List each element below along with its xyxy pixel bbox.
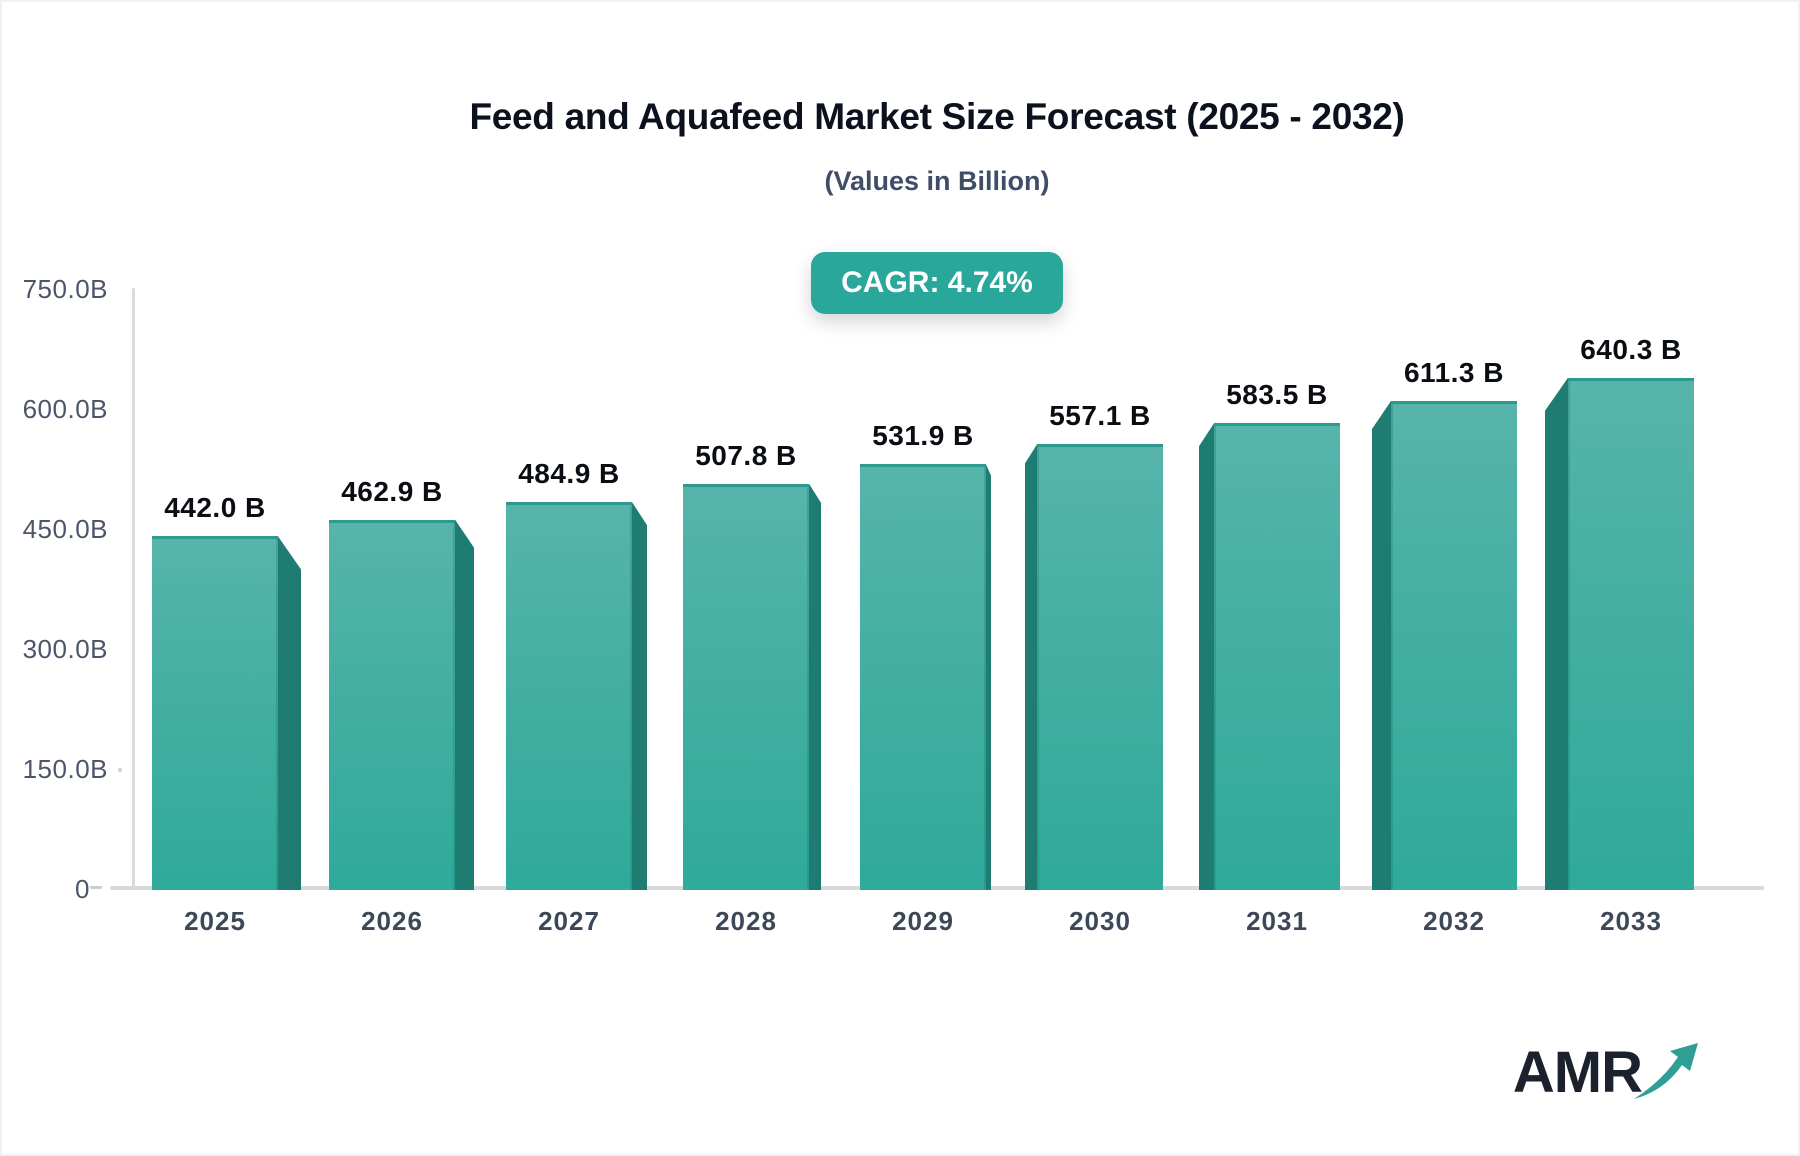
x-axis-tick-label: 2026 <box>361 906 423 936</box>
bar-value-label: 442.0 B <box>164 492 266 524</box>
bar-side-face <box>1199 423 1214 890</box>
x-axis-tick-label: 2031 <box>1246 906 1308 936</box>
bar <box>1391 400 1517 890</box>
chart-title: Feed and Aquafeed Market Size Forecast (… <box>469 96 1405 137</box>
bar <box>860 464 986 890</box>
bar-side-face <box>986 464 991 890</box>
y-axis-line <box>132 288 135 890</box>
y-axis-tick-label: 150.0B <box>22 754 108 784</box>
brand-logo-text: AMR <box>1512 1040 1643 1105</box>
x-axis-tick-label: 2027 <box>538 906 600 936</box>
x-axis-tick-label: 2025 <box>184 906 246 936</box>
bar <box>683 483 809 890</box>
x-axis-tick-label: 2028 <box>715 906 777 936</box>
bar <box>1037 444 1163 890</box>
chart-subtitle: (Values in Billion) <box>824 166 1050 196</box>
bar-value-label: 531.9 B <box>872 420 974 452</box>
bar-side-face <box>632 502 647 890</box>
cagr-badge: CAGR: 4.74% <box>811 252 1063 314</box>
bar <box>329 519 455 890</box>
bar-side-face <box>278 536 301 890</box>
x-axis-tick-label: 2029 <box>892 906 954 936</box>
y-axis-tick-label: 600.0B <box>22 394 108 424</box>
bar-value-label: 640.3 B <box>1580 333 1682 365</box>
bar-side-face <box>809 483 821 890</box>
bar-value-label: 557.1 B <box>1049 400 1151 432</box>
bar-side-face <box>1545 377 1568 890</box>
bar-side-face <box>1025 444 1037 890</box>
cagr-badge-row: CAGR: 4.74% <box>112 252 1762 314</box>
y-axis-tick-label: 0 <box>75 874 90 904</box>
x-axis-tick-label: 2030 <box>1069 906 1131 936</box>
tick-mark-150 <box>118 768 122 772</box>
y-axis-tick-label: 750.0B <box>22 274 108 304</box>
bar <box>1568 377 1694 890</box>
bar <box>506 502 632 890</box>
bar <box>1214 423 1340 890</box>
x-axis-tick-label: 2033 <box>1600 906 1662 936</box>
x-axis-tick-label: 2032 <box>1423 906 1485 936</box>
zero-tick-mark <box>90 886 102 889</box>
y-axis-tick-label: 450.0B <box>22 514 108 544</box>
brand-logo: AMR <box>1513 1039 1710 1106</box>
bar-value-label: 611.3 B <box>1403 356 1505 388</box>
y-axis-tick-label: 300.0B <box>22 634 108 664</box>
bar-value-label: 583.5 B <box>1226 379 1328 411</box>
bar-side-face <box>455 519 474 890</box>
growth-arrow-icon <box>1634 1042 1698 1099</box>
bar-value-label: 507.8 B <box>695 439 797 471</box>
bar-side-face <box>1372 400 1391 890</box>
bar-value-label: 484.9 B <box>518 458 620 490</box>
bar-value-label: 462.9 B <box>341 475 443 507</box>
bar <box>152 536 278 890</box>
